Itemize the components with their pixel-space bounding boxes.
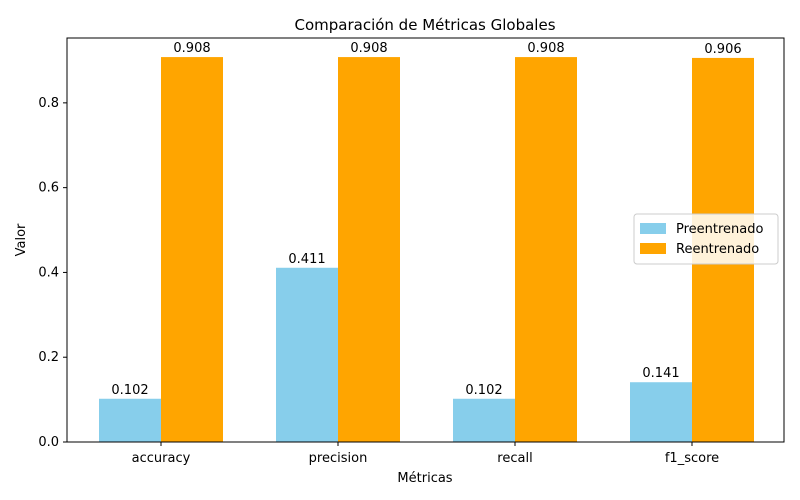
y-tick-label: 0.4 [38,265,59,280]
bar-value-label: 0.141 [642,366,679,381]
y-tick-label: 0.0 [38,435,59,450]
bar-value-label: 0.411 [288,252,325,267]
legend: Preentrenado Reentrenado [633,213,779,265]
x-tick-label: recall [497,451,532,466]
y-axis-label: Valor [14,223,29,256]
bar-value-label: 0.906 [704,42,741,57]
chart-title: Comparación de Métricas Globales [294,16,555,34]
y-axis: 0.0 0.2 0.4 0.6 0.8 [38,96,67,450]
x-tick-label: accuracy [132,451,191,466]
bar-preentrenado-f1_score [630,382,692,442]
bar-value-label: 0.908 [527,41,564,56]
legend-label: Preentrenado [676,222,764,237]
bar-value-label: 0.908 [350,41,387,56]
bar-preentrenado-accuracy [99,398,161,442]
legend-swatch [640,243,666,254]
legend-label: Reentrenado [676,242,759,257]
y-tick-label: 0.6 [38,181,59,196]
bar-reentrenado-precision [338,57,400,442]
y-tick-label: 0.8 [38,96,59,111]
bar-preentrenado-precision [276,267,338,442]
bar-reentrenado-accuracy [161,57,223,442]
y-tick-label: 0.2 [38,350,59,365]
bar-value-label: 0.102 [111,383,148,398]
bar-value-label: 0.908 [173,41,210,56]
legend-swatch [640,223,666,234]
x-tick-label: f1_score [665,451,719,466]
bar-labels-group: 0.102 0.411 0.102 0.141 0.908 0.908 0.908 0.906 [111,41,741,398]
bar-value-label: 0.102 [465,383,502,398]
bars-group [99,57,754,443]
x-tick-label: precision [309,451,368,466]
legend-box [633,213,779,265]
bar-reentrenado-recall [515,57,577,442]
x-axis-label: Métricas [397,471,452,486]
plot-frame [66,37,785,443]
x-axis: accuracy precision recall f1_score [132,442,719,466]
bar-preentrenado-recall [453,398,515,442]
